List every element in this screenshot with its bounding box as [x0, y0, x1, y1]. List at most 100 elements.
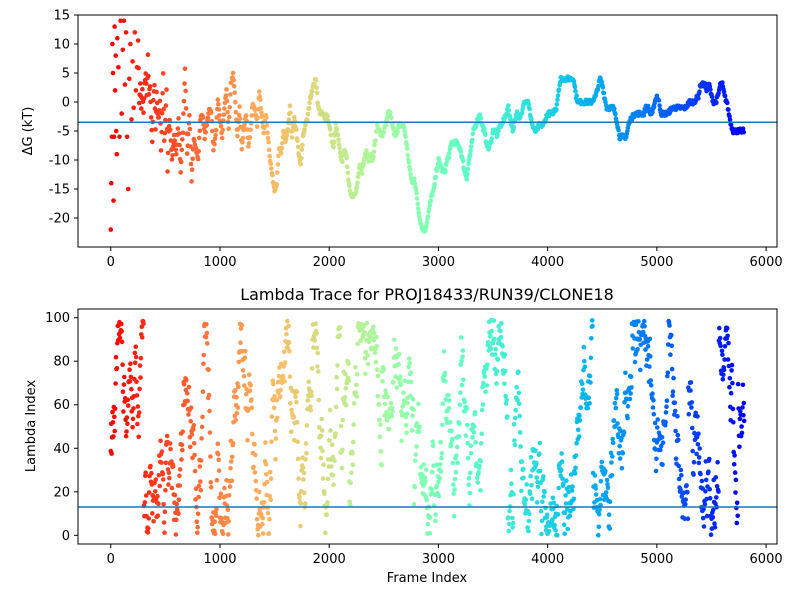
delta-g-point [133, 88, 139, 93]
lambda-point [542, 489, 547, 495]
lambda-point [249, 397, 254, 402]
lambda-point [112, 414, 117, 420]
lambda-point [625, 404, 631, 409]
delta-g-point [160, 91, 165, 96]
lambda-point [196, 494, 201, 500]
delta-g-point [306, 105, 312, 111]
lambda-point [566, 489, 571, 495]
delta-g-point [254, 124, 260, 129]
lambda-point [166, 482, 171, 487]
lambda-point [741, 412, 746, 418]
delta-g-point [696, 96, 701, 101]
lambda-point [327, 438, 332, 443]
lambda-point [234, 395, 239, 400]
delta-g-point [425, 214, 431, 219]
lambda-point [217, 495, 222, 501]
lambda-point [593, 492, 599, 497]
delta-g-point [496, 128, 501, 133]
lambda-point [529, 482, 534, 488]
delta-g-point [183, 106, 189, 111]
delta-g-point [641, 113, 647, 118]
delta-g-point [529, 116, 534, 122]
lambda-point [260, 531, 266, 536]
delta-g-point [119, 111, 124, 116]
y-tick-label: 5 [62, 67, 70, 82]
lambda-point [138, 375, 143, 380]
lambda-point [132, 350, 138, 356]
lambda-point [703, 489, 708, 494]
lambda-point [539, 531, 544, 537]
lambda-point [402, 378, 408, 384]
delta-g-point [232, 90, 237, 95]
delta-g-point [274, 182, 280, 187]
lambda-point [354, 394, 360, 399]
delta-g-point [372, 142, 377, 148]
delta-g-point [726, 107, 731, 112]
lambda-point [253, 452, 258, 458]
lambda-point [454, 444, 460, 450]
lambda-point [570, 484, 575, 489]
lambda-point [513, 415, 518, 421]
lambda-point [196, 483, 202, 489]
delta-g-point [347, 183, 352, 189]
lambda-point [315, 364, 320, 369]
delta-g-point [180, 130, 186, 136]
lambda-point [650, 405, 656, 410]
lambda-point [523, 497, 529, 503]
lambda-point [330, 472, 336, 478]
lambda-point [623, 370, 628, 376]
lambda-point [598, 478, 604, 484]
lambda-point [110, 409, 115, 415]
delta-g-point [299, 156, 304, 161]
lambda-point [411, 407, 416, 412]
lambda-point [212, 531, 218, 537]
lambda-point [226, 519, 231, 524]
lambda-point [424, 497, 429, 503]
lambda-point [377, 434, 383, 440]
lambda-point [216, 457, 221, 463]
lambda-point [188, 419, 193, 424]
delta-g-point [182, 81, 187, 86]
lambda-point [268, 497, 274, 503]
delta-g-point [240, 140, 245, 145]
delta-g-point [237, 116, 243, 121]
lambda-point [149, 470, 154, 476]
delta-g-point [470, 137, 475, 143]
lambda-point [414, 444, 419, 449]
delta-g-point [466, 161, 471, 166]
lambda-point [437, 462, 443, 467]
delta-g-point [270, 172, 275, 178]
lambda-point [277, 365, 282, 370]
lambda-point [405, 400, 410, 406]
lambda-point [285, 318, 290, 324]
lambda-point [533, 448, 538, 454]
lambda-point [153, 477, 159, 482]
lambda-point [585, 405, 591, 411]
lambda-point [672, 400, 678, 406]
lambda-point [438, 469, 444, 474]
lambda-point [685, 516, 691, 521]
lambda-point [465, 440, 471, 446]
delta-g-point [258, 105, 264, 111]
lambda-point [243, 348, 248, 354]
delta-g-point [236, 112, 242, 118]
lambda-point [452, 476, 458, 482]
delta-g-point [193, 145, 199, 151]
lambda-point [473, 440, 478, 445]
lambda-point [655, 417, 660, 422]
lambda-point [730, 380, 735, 386]
lambda-point [541, 474, 546, 479]
delta-g-point [161, 106, 166, 112]
lambda-point [727, 384, 732, 390]
lambda-point [119, 321, 124, 327]
lambda-point [128, 374, 134, 380]
lambda-point [707, 496, 713, 501]
delta-g-point [430, 192, 435, 198]
lambda-point [514, 385, 519, 390]
lambda-point [129, 386, 134, 392]
lambda-point [383, 391, 389, 396]
lambda-point [464, 405, 470, 411]
lambda-point [628, 374, 634, 380]
lambda-point [247, 372, 252, 378]
lambda-point [249, 405, 255, 411]
